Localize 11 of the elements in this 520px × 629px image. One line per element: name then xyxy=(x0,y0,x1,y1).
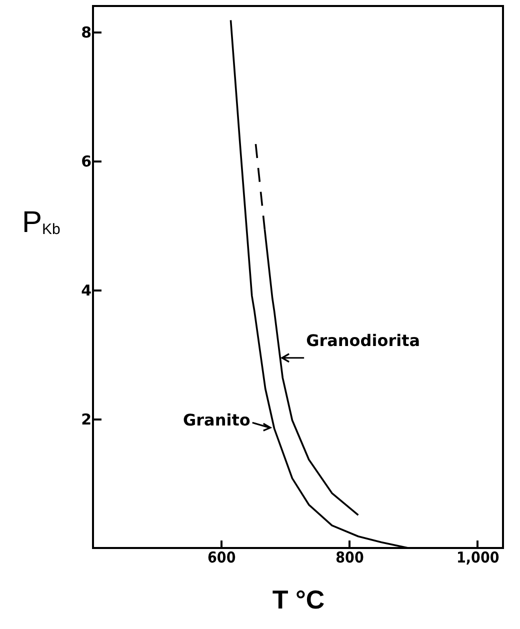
y-tick-label: 4 xyxy=(81,281,92,300)
y-tick-label: 6 xyxy=(81,152,92,170)
x-tick-label: 1,000 xyxy=(456,548,500,566)
x-tick-label: 800 xyxy=(336,548,364,566)
annotation: Granito xyxy=(183,410,250,430)
y-tick-label: 8 xyxy=(81,23,92,42)
annotation: Granodiorita xyxy=(306,330,420,350)
y-axis-title: P$_{Kb}$ xyxy=(22,206,60,240)
x-axis-title: T °C xyxy=(272,584,325,614)
x-tick-label: 600 xyxy=(208,548,236,566)
y-tick-label: 2 xyxy=(81,410,92,428)
